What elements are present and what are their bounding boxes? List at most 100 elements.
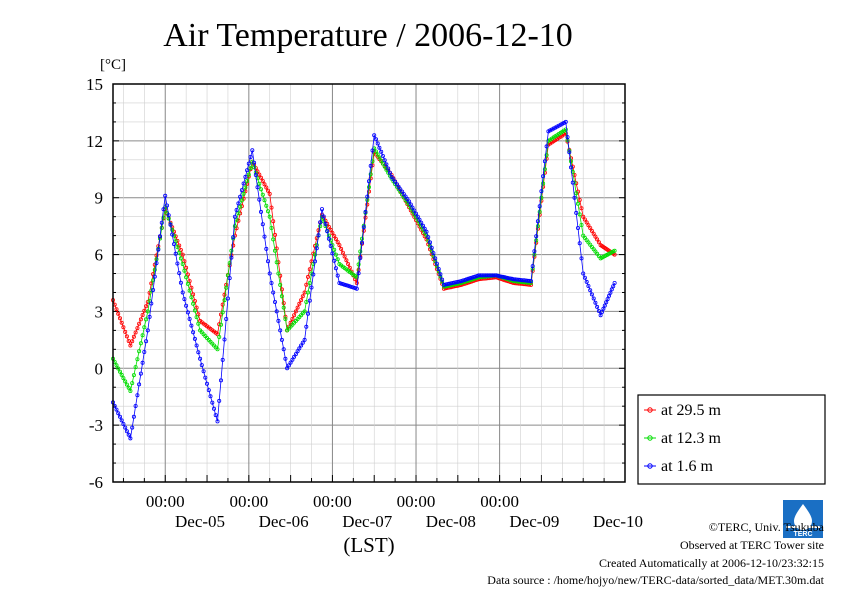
data-point (192, 298, 197, 303)
data-point (473, 274, 478, 279)
data-point (457, 279, 462, 284)
data-point (539, 195, 544, 200)
data-point (198, 356, 203, 361)
data-point (290, 357, 295, 362)
y-tick-label: 0 (95, 359, 104, 378)
data-point (574, 191, 579, 196)
data-point (304, 282, 309, 287)
data-point (542, 167, 547, 172)
data-point (563, 119, 568, 124)
data-point (366, 185, 371, 190)
data-point (424, 229, 429, 234)
data-point (232, 224, 237, 229)
data-point (380, 161, 385, 166)
data-point (264, 246, 269, 251)
data-point (330, 251, 335, 256)
data-point (260, 178, 265, 183)
data-point (293, 309, 298, 314)
data-point (373, 149, 378, 154)
data-point (170, 232, 175, 237)
data-point (279, 287, 284, 292)
data-point (130, 381, 135, 386)
data-point (236, 211, 241, 216)
data-point (335, 257, 340, 262)
data-point (328, 227, 333, 232)
data-point (154, 261, 159, 266)
data-point (149, 301, 154, 306)
data-point (128, 388, 133, 393)
y-tick-label: -3 (89, 416, 103, 435)
data-point (180, 290, 185, 295)
data-point (356, 271, 361, 276)
legend: at 29.5 m at 12.3 m at 1.6 m (637, 394, 826, 485)
x-axis-label: (LST) (343, 533, 394, 557)
data-point (466, 276, 471, 281)
data-point (544, 144, 549, 149)
data-point (264, 203, 269, 208)
data-point (189, 323, 194, 328)
data-point (535, 219, 540, 224)
data-point (497, 274, 502, 279)
data-point (239, 188, 244, 193)
data-point (300, 294, 305, 299)
data-point (257, 181, 262, 186)
data-point (539, 189, 544, 194)
data-point (300, 340, 305, 345)
data-point (196, 321, 201, 326)
data-point (199, 363, 204, 368)
data-point (319, 207, 324, 212)
data-point (255, 185, 260, 190)
data-point (297, 346, 302, 351)
data-point (611, 284, 616, 289)
data-point (413, 215, 418, 220)
data-point (356, 262, 361, 267)
data-point (192, 308, 197, 313)
data-point (330, 230, 335, 235)
data-point (447, 281, 452, 286)
data-point (464, 277, 469, 282)
data-point (436, 266, 441, 271)
data-point (114, 307, 119, 312)
data-point (152, 274, 157, 279)
data-point (248, 166, 253, 171)
data-point (131, 334, 136, 339)
data-point (206, 388, 211, 393)
data-point (184, 265, 189, 270)
data-point (229, 255, 234, 260)
legend-swatch-marker (647, 463, 653, 469)
series-2 (111, 119, 617, 441)
x-time-label: 00:00 (313, 492, 352, 511)
data-point (271, 290, 276, 295)
data-point (302, 309, 307, 314)
data-point (427, 240, 432, 245)
data-point (274, 260, 279, 265)
data-point (131, 414, 136, 419)
data-point (161, 207, 166, 212)
data-point (307, 298, 312, 303)
data-point (305, 274, 310, 279)
data-point (586, 223, 591, 228)
data-point (128, 343, 133, 348)
data-point (544, 153, 549, 158)
data-point (305, 290, 310, 295)
data-point (377, 145, 382, 150)
data-point (180, 261, 185, 266)
data-point (187, 279, 192, 284)
data-point (591, 296, 596, 301)
data-point (241, 191, 246, 196)
plot-frame (112, 83, 626, 483)
data-point (494, 273, 499, 278)
data-point (144, 317, 149, 322)
data-point (602, 303, 607, 308)
data-point (349, 284, 354, 289)
data-point (260, 192, 265, 197)
data-point (178, 256, 183, 261)
data-point (131, 373, 136, 378)
site-text: Observed at TERC Tower site (679, 538, 824, 552)
data-point (609, 287, 614, 292)
data-point (410, 205, 415, 210)
data-point (215, 347, 220, 352)
data-point (192, 336, 197, 341)
data-point (292, 354, 297, 359)
data-point (607, 293, 612, 298)
